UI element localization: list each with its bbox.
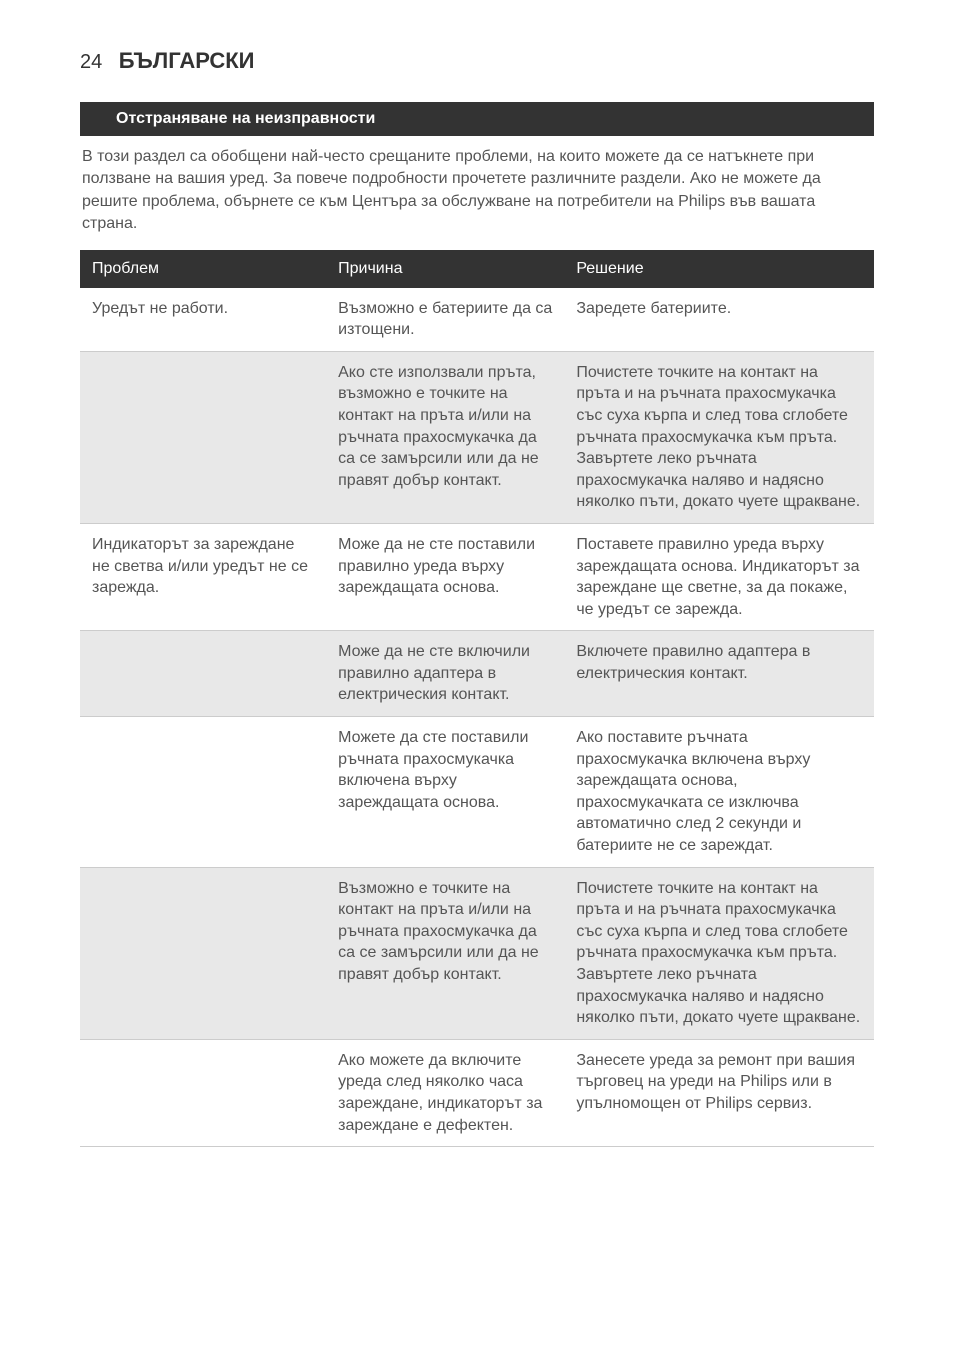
table-row: Можете да сте поставили ръчната прахосму…	[80, 717, 874, 868]
cell-problem: Индикаторът за зареждане не светва и/или…	[80, 523, 326, 630]
cell-problem	[80, 631, 326, 717]
page-language-title: БЪЛГАРСКИ	[119, 48, 255, 73]
cell-cause: Възможно е точките на контакт на пръта и…	[326, 867, 564, 1039]
cell-problem	[80, 867, 326, 1039]
cell-solution: Заредете батериите.	[564, 288, 874, 352]
cell-cause: Може да не сте поставили правилно уреда …	[326, 523, 564, 630]
cell-cause: Можете да сте поставили ръчната прахосму…	[326, 717, 564, 868]
table-row: Възможно е точките на контакт на пръта и…	[80, 867, 874, 1039]
cell-solution: Занесете уреда за ремонт при вашия търго…	[564, 1039, 874, 1146]
header-problem: Проблем	[80, 250, 326, 288]
cell-solution: Ако поставите ръчната прахосмукачка вклю…	[564, 717, 874, 868]
cell-solution: Поставете правилно уреда върху зареждаща…	[564, 523, 874, 630]
cell-cause: Ако сте използвали пръта, възможно е точ…	[326, 351, 564, 523]
header-cause: Причина	[326, 250, 564, 288]
table-header-row: Проблем Причина Решение	[80, 250, 874, 288]
table-row: Ако можете да включите уреда след няколк…	[80, 1039, 874, 1146]
cell-cause: Ако можете да включите уреда след няколк…	[326, 1039, 564, 1146]
cell-solution: Включете правилно адаптера в електрическ…	[564, 631, 874, 717]
cell-cause: Може да не сте включили правилно адаптер…	[326, 631, 564, 717]
cell-problem	[80, 351, 326, 523]
section-header: Отстраняване на неизправности	[80, 102, 874, 136]
intro-paragraph: В този раздел са обобщени най-често срещ…	[80, 146, 874, 236]
cell-cause: Възможно е батериите да са изтощени.	[326, 288, 564, 352]
table-row: Уредът не работи. Възможно е батериите д…	[80, 288, 874, 352]
cell-solution: Почистете точките на контакт на пръта и …	[564, 351, 874, 523]
page-number: 24	[80, 51, 102, 73]
page-header: 24 БЪЛГАРСКИ	[80, 48, 874, 74]
cell-solution: Почистете точките на контакт на пръта и …	[564, 867, 874, 1039]
table-row: Ако сте използвали пръта, възможно е точ…	[80, 351, 874, 523]
header-solution: Решение	[564, 250, 874, 288]
cell-problem	[80, 1039, 326, 1146]
table-row: Може да не сте включили правилно адаптер…	[80, 631, 874, 717]
troubleshooting-table: Проблем Причина Решение Уредът не работи…	[80, 250, 874, 1148]
table-row: Индикаторът за зареждане не светва и/или…	[80, 523, 874, 630]
table-body: Уредът не работи. Възможно е батериите д…	[80, 288, 874, 1147]
cell-problem	[80, 717, 326, 868]
cell-problem: Уредът не работи.	[80, 288, 326, 352]
